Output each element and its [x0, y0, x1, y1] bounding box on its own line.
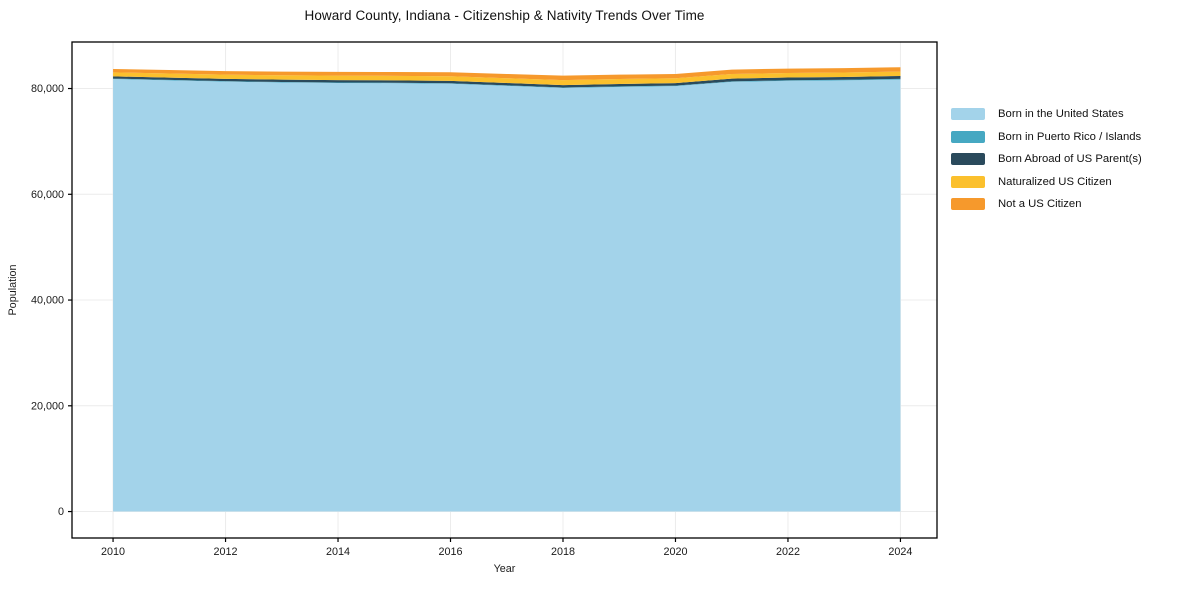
- x-tick-label-2024: 2024: [888, 546, 912, 558]
- y-tick-label-80000: 80,000: [31, 83, 64, 95]
- legend-label-naturalized: Naturalized US Citizen: [998, 175, 1112, 188]
- area-born_abroad: [113, 75, 901, 88]
- legend-swatch-born_us: [951, 108, 985, 121]
- legend-swatch-not_citizen: [951, 198, 985, 211]
- x-tick-label-2010: 2010: [101, 546, 125, 558]
- legend-swatch-naturalized: [951, 175, 985, 188]
- x-tick-label-2012: 2012: [214, 546, 238, 558]
- y-tick-label-60000: 60,000: [31, 189, 64, 201]
- legend: Born in the United States Born in Puerto …: [951, 103, 1142, 216]
- legend-label-born_us: Born in the United States: [998, 108, 1124, 121]
- legend-item-pr_islands: Born in Puerto Rico / Islands: [951, 126, 1142, 149]
- area-not_citizen: [113, 67, 901, 81]
- x-tick-label-2020: 2020: [663, 546, 687, 558]
- legend-label-pr_islands: Born in Puerto Rico / Islands: [998, 130, 1142, 143]
- legend-item-born_us: Born in the United States: [951, 103, 1142, 126]
- chart-title: Howard County, Indiana - Citizenship & N…: [304, 8, 705, 23]
- area-born_us: [113, 79, 901, 512]
- x-tick-label-2018: 2018: [551, 546, 575, 558]
- y-tick-label-0: 0: [58, 506, 64, 518]
- legend-item-naturalized: Naturalized US Citizen: [951, 171, 1142, 194]
- y-tick-label-40000: 40,000: [31, 295, 64, 307]
- legend-item-born_abroad: Born Abroad of US Parent(s): [951, 148, 1142, 171]
- x-tick-label-2022: 2022: [776, 546, 800, 558]
- legend-label-not_citizen: Not a US Citizen: [998, 198, 1082, 211]
- x-tick-label-2016: 2016: [438, 546, 462, 558]
- legend-label-born_abroad: Born Abroad of US Parent(s): [998, 153, 1142, 166]
- x-axis-label: Year: [494, 563, 516, 575]
- legend-swatch-pr_islands: [951, 130, 985, 143]
- x-tick-label-2014: 2014: [326, 546, 350, 558]
- y-tick-label-20000: 20,000: [31, 400, 64, 412]
- axes-frame: [71, 41, 938, 539]
- legend-item-not_citizen: Not a US Citizen: [951, 193, 1142, 216]
- legend-swatch-born_abroad: [951, 153, 985, 166]
- area-naturalized: [113, 71, 901, 86]
- y-axis-label: Population: [7, 264, 19, 315]
